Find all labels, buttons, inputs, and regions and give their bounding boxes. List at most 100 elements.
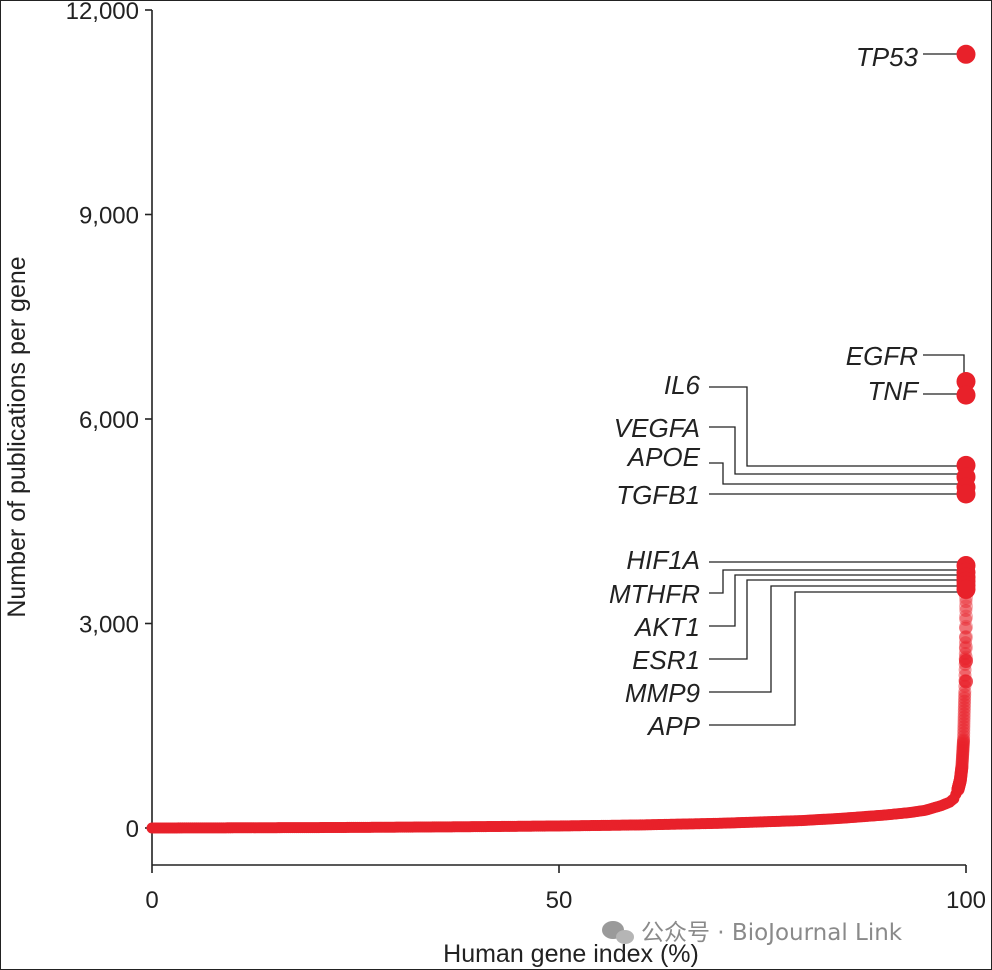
data-point	[952, 777, 966, 791]
leader-line-egfr	[923, 354, 965, 375]
data-point	[952, 784, 964, 796]
y-tick-label: 6,000	[79, 407, 139, 434]
data-point	[959, 599, 973, 614]
data-point	[956, 749, 970, 763]
data-point	[954, 766, 968, 780]
gene-point-tp53	[956, 44, 976, 64]
data-point	[955, 762, 969, 776]
data-point	[952, 779, 966, 793]
data-point	[956, 736, 970, 750]
leader-line-akt1	[709, 574, 961, 627]
label-leader-lines	[709, 53, 965, 726]
data-point	[952, 779, 966, 793]
data-point	[955, 756, 969, 770]
data-point	[954, 765, 968, 779]
gene-label-tgfb1: TGFB1	[616, 480, 700, 510]
data-point	[953, 774, 967, 788]
data-point	[951, 782, 965, 796]
data-point	[956, 739, 970, 753]
chart-text: 0 3,000 6,000 9,000 12,000 0 50 100 Human gene i…	[3, 1, 986, 968]
leader-line-mmp9	[709, 585, 961, 693]
data-point	[951, 781, 965, 795]
data-point	[955, 760, 969, 774]
data-point	[952, 780, 966, 794]
data-point	[953, 774, 967, 788]
data-point	[955, 758, 969, 772]
data-point	[956, 738, 970, 752]
data-point	[959, 630, 973, 645]
data-point	[956, 735, 970, 749]
data-point	[959, 609, 973, 624]
data-point	[955, 762, 969, 776]
leader-line-vegfa	[709, 426, 961, 475]
data-point	[954, 768, 968, 782]
data-point	[959, 653, 973, 668]
data-point	[952, 778, 966, 792]
data-point	[956, 747, 970, 761]
leader-line-mthfr	[709, 569, 961, 594]
data-point	[953, 773, 967, 787]
data-point	[954, 769, 968, 783]
data-points	[146, 586, 973, 834]
data-point	[952, 779, 966, 793]
data-point	[958, 691, 972, 705]
data-point	[952, 777, 966, 791]
data-point	[957, 704, 971, 718]
data-point	[951, 783, 965, 797]
data-point	[953, 772, 967, 786]
data-point	[958, 685, 972, 699]
gene-point-tgfb1	[956, 484, 976, 504]
data-point	[955, 761, 969, 775]
gene-label-esr1: ESR1	[632, 645, 700, 675]
data-point	[953, 775, 967, 789]
data-point	[958, 688, 972, 702]
watermark-text: 公众号 · BioJournal Link	[641, 920, 903, 946]
data-point	[957, 713, 971, 727]
data-point	[952, 780, 966, 794]
x-tick-label: 100	[946, 887, 986, 914]
data-point	[955, 757, 969, 771]
data-point	[957, 729, 971, 743]
data-point	[957, 710, 971, 724]
data-point	[957, 707, 971, 721]
data-point	[952, 777, 966, 791]
annotated-gene-points	[956, 44, 976, 599]
data-point	[953, 776, 967, 790]
data-point	[955, 763, 969, 777]
data-point	[954, 766, 968, 780]
data-point	[953, 775, 967, 789]
data-point	[954, 771, 968, 785]
gene-label-egfr: EGFR	[846, 341, 918, 371]
data-point	[959, 621, 973, 635]
gene-label-mthfr: MTHFR	[609, 579, 700, 609]
data-point	[955, 754, 969, 768]
data-point	[952, 776, 966, 790]
gene-label-app: APP	[646, 711, 701, 741]
data-point	[954, 767, 968, 781]
y-tick-label: 9,000	[79, 203, 139, 230]
data-point	[957, 701, 971, 715]
data-point	[956, 742, 970, 756]
gene-label-vegfa: VEGFA	[614, 413, 700, 443]
data-point	[957, 726, 971, 740]
data-point	[957, 732, 971, 746]
data-point	[957, 720, 971, 734]
leader-line-app	[709, 591, 961, 726]
data-point	[954, 770, 968, 784]
gene-label-tp53: TP53	[856, 42, 919, 72]
data-point	[957, 723, 971, 737]
data-point	[956, 746, 970, 760]
gene-label-akt1: AKT1	[633, 612, 700, 642]
gene-point-app	[956, 579, 976, 599]
data-point	[953, 776, 967, 790]
y-axis-title: Number of publications per gene	[3, 256, 31, 617]
data-point	[952, 780, 966, 794]
data-point	[954, 764, 968, 778]
data-point	[959, 612, 973, 626]
x-tick-label: 50	[546, 887, 573, 914]
data-point	[951, 781, 965, 795]
leader-line-apoe	[709, 462, 961, 485]
data-point	[959, 640, 973, 655]
data-point	[959, 595, 973, 609]
